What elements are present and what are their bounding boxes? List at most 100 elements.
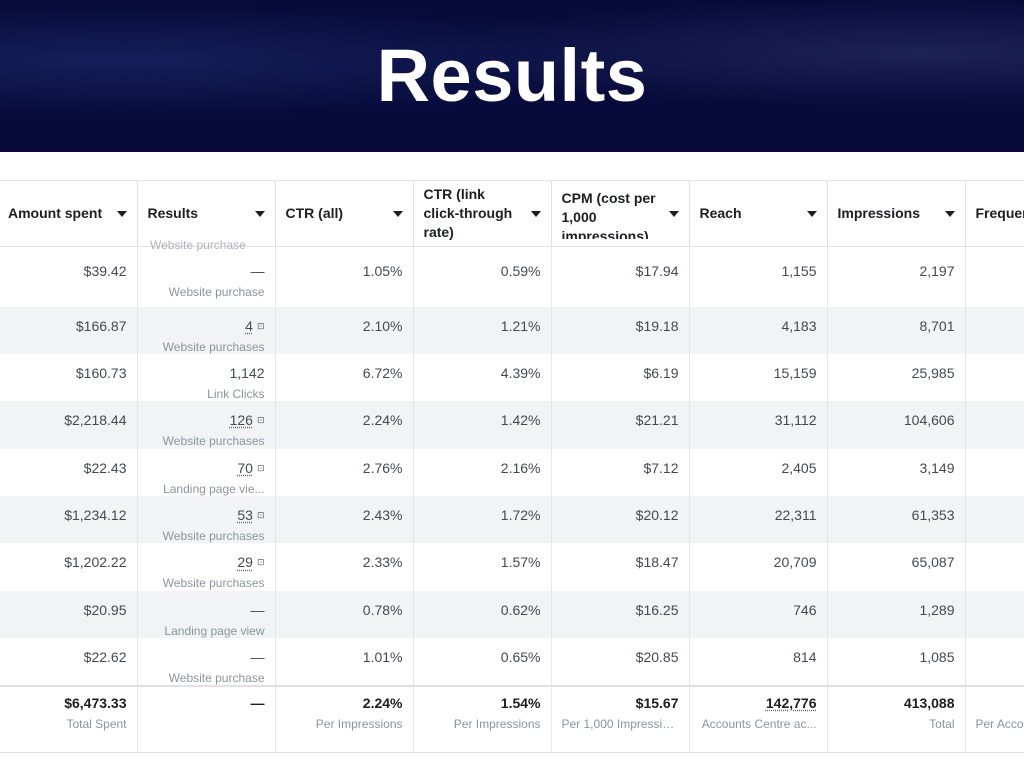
total-frequency-cell: Per Acco bbox=[965, 685, 1024, 753]
sort-caret-icon[interactable] bbox=[530, 210, 541, 217]
table-row[interactable]: $20.95— Landing page view 0.78% 0.62% $16.25… bbox=[0, 590, 1024, 639]
amount-spent-cell: $1,202.22 bbox=[0, 543, 138, 591]
ctr-link-cell: 1.21% bbox=[413, 306, 552, 354]
frequency-cell bbox=[965, 590, 1024, 639]
table-row[interactable]: $22.62— Website purchase 1.01% 0.65% $20.85 8… bbox=[0, 638, 1024, 687]
sort-caret-icon[interactable] bbox=[116, 210, 127, 217]
results-cell: 126 ⊡ Website purchases bbox=[137, 401, 276, 449]
cpm-cell: $19.18 bbox=[551, 306, 690, 354]
table-row[interactable]: $160.73 1,142 Link Clicks 6.72% 4.39% $6.19 15… bbox=[0, 353, 1024, 402]
total-cpm-cell: $15.67 Per 1,000 Impressio... bbox=[551, 685, 690, 753]
frequency-cell bbox=[965, 246, 1024, 307]
frequency-cell bbox=[965, 496, 1024, 544]
reach-cell: 814 bbox=[689, 638, 828, 687]
column-header-reach[interactable]: Reach bbox=[689, 180, 828, 247]
column-header-cpm[interactable]: CPM (cost per 1,000 impressions) bbox=[551, 180, 690, 247]
cpm-cell: $20.12 bbox=[551, 496, 690, 544]
info-icon[interactable]: ⊡ bbox=[256, 415, 265, 426]
ctr-link-cell: 1.42% bbox=[413, 401, 552, 449]
reach-cell: 746 bbox=[689, 590, 828, 639]
results-table: Amount spent Results CTR (all) CTR (link… bbox=[0, 180, 1024, 753]
reach-cell: 2,405 bbox=[689, 448, 828, 497]
total-impressions-cell: 413,088 Total bbox=[827, 685, 966, 753]
info-icon[interactable]: ⊡ bbox=[256, 557, 265, 568]
sort-caret-icon[interactable] bbox=[806, 210, 817, 217]
frequency-cell bbox=[965, 306, 1024, 354]
amount-spent-cell: $22.43 bbox=[0, 448, 138, 497]
amount-spent-cell: $166.87 bbox=[0, 306, 138, 354]
impressions-cell: 65,087 bbox=[827, 543, 966, 591]
amount-spent-cell: $1,234.12 bbox=[0, 496, 138, 544]
results-cell: 29 ⊡ Website purchases bbox=[137, 543, 276, 591]
frequency-cell bbox=[965, 401, 1024, 449]
reach-cell: 20,709 bbox=[689, 543, 828, 591]
reach-cell: 4,183 bbox=[689, 306, 828, 354]
totals-row: $6,473.33 Total Spent — 2.24% Per Impressi… bbox=[0, 685, 1024, 753]
total-ctr-link-cell: 1.54% Per Impressions bbox=[413, 685, 552, 753]
ctr-all-cell: 0.78% bbox=[275, 590, 414, 639]
ctr-all-cell: 2.10% bbox=[275, 306, 414, 354]
sort-caret-icon[interactable] bbox=[254, 210, 265, 217]
column-header-ctr-all[interactable]: CTR (all) bbox=[275, 180, 414, 247]
total-results-cell: — bbox=[137, 685, 276, 753]
column-header-impressions[interactable]: Impressions bbox=[827, 180, 966, 247]
amount-spent-cell: $22.62 bbox=[0, 638, 138, 687]
ctr-all-cell: 1.05% bbox=[275, 246, 414, 307]
results-cell: — Landing page view bbox=[137, 590, 276, 639]
sort-caret-icon[interactable] bbox=[668, 210, 679, 217]
ctr-link-cell: 0.59% bbox=[413, 246, 552, 307]
ctr-all-cell: 1.01% bbox=[275, 638, 414, 687]
table-row[interactable]: $39.42— Website purchase 1.05% 0.59% $17.94 1… bbox=[0, 246, 1024, 307]
sort-caret-icon[interactable] bbox=[944, 210, 955, 217]
ctr-link-cell: 4.39% bbox=[413, 353, 552, 402]
cpm-cell: $20.85 bbox=[551, 638, 690, 687]
results-cell: 1,142 Link Clicks bbox=[137, 353, 276, 402]
ctr-link-cell: 0.65% bbox=[413, 638, 552, 687]
results-cell: 4 ⊡ Website purchases bbox=[137, 306, 276, 354]
impressions-cell: 104,606 bbox=[827, 401, 966, 449]
sort-caret-icon[interactable] bbox=[392, 210, 403, 217]
total-ctr-all-cell: 2.24% Per Impressions bbox=[275, 685, 414, 753]
results-cell: 53 ⊡ Website purchases bbox=[137, 496, 276, 544]
impressions-cell: 3,149 bbox=[827, 448, 966, 497]
impressions-cell: 2,197 bbox=[827, 246, 966, 307]
slide-title: Results bbox=[376, 34, 648, 117]
frequency-cell bbox=[965, 638, 1024, 687]
table-row[interactable]: $1,234.12 53 ⊡ Website purchases 2.43% 1.72% $… bbox=[0, 496, 1024, 544]
ctr-all-cell: 2.43% bbox=[275, 496, 414, 544]
impressions-cell: 1,085 bbox=[827, 638, 966, 687]
frequency-cell bbox=[965, 543, 1024, 591]
title-banner: Results bbox=[0, 0, 1024, 152]
column-header-amount-spent[interactable]: Amount spent bbox=[0, 180, 138, 247]
header-row: Amount spent Results CTR (all) CTR (link… bbox=[0, 180, 1024, 247]
amount-spent-cell: $160.73 bbox=[0, 353, 138, 402]
amount-spent-cell: $20.95 bbox=[0, 590, 138, 639]
ctr-all-cell: 2.76% bbox=[275, 448, 414, 497]
ctr-link-cell: 2.16% bbox=[413, 448, 552, 497]
frequency-cell bbox=[965, 353, 1024, 402]
info-icon[interactable]: ⊡ bbox=[256, 320, 265, 331]
reach-cell: 22,311 bbox=[689, 496, 828, 544]
ctr-link-cell: 1.57% bbox=[413, 543, 552, 591]
total-reach-cell: 142,776 Accounts Centre ac... bbox=[689, 685, 828, 753]
column-header-ctr-link[interactable]: CTR (link click-through rate) bbox=[413, 180, 552, 247]
column-header-frequency[interactable]: Frequency bbox=[965, 180, 1024, 247]
ctr-all-cell: 2.24% bbox=[275, 401, 414, 449]
results-cell: — Website purchase bbox=[137, 638, 276, 687]
impressions-cell: 8,701 bbox=[827, 306, 966, 354]
table-row[interactable]: $2,218.44 126 ⊡ Website purchases 2.24% 1.42%… bbox=[0, 401, 1024, 449]
ctr-link-cell: 1.72% bbox=[413, 496, 552, 544]
cpm-cell: $21.21 bbox=[551, 401, 690, 449]
column-header-results[interactable]: Results bbox=[137, 180, 276, 247]
info-icon[interactable]: ⊡ bbox=[256, 462, 265, 473]
ctr-all-cell: 2.33% bbox=[275, 543, 414, 591]
table-body: $39.42— Website purchase 1.05% 0.59% $17.94 1… bbox=[0, 246, 1024, 687]
info-icon[interactable]: ⊡ bbox=[256, 510, 265, 521]
table-row[interactable]: $1,202.22 29 ⊡ Website purchases 2.33% 1.57% $… bbox=[0, 543, 1024, 591]
table-row[interactable]: $166.87 4 ⊡ Website purchases 2.10% 1.21% $19.… bbox=[0, 306, 1024, 354]
amount-spent-cell: $39.42 bbox=[0, 246, 138, 307]
amount-spent-cell: $2,218.44 bbox=[0, 401, 138, 449]
cpm-cell: $6.19 bbox=[551, 353, 690, 402]
table-row[interactable]: $22.43 70 ⊡ Landing page vie... 2.76% 2.16% $7… bbox=[0, 448, 1024, 497]
impressions-cell: 25,985 bbox=[827, 353, 966, 402]
